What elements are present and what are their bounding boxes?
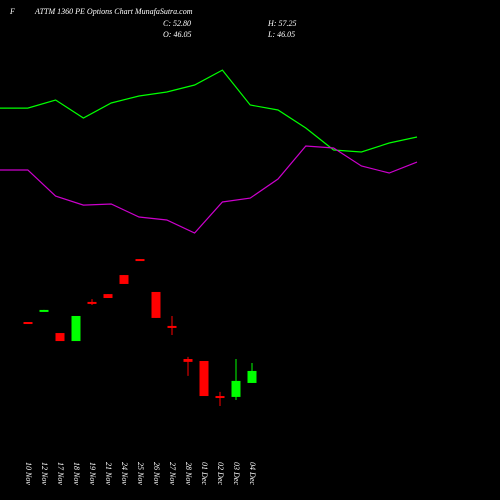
x-tick-label: 01 Dec — [200, 462, 209, 485]
candle-body — [23, 322, 33, 325]
candle-body — [39, 309, 49, 312]
symbol: F — [9, 7, 15, 16]
x-tick-label: 19 Nov — [88, 462, 97, 485]
candle-body — [103, 294, 113, 299]
info-open: O: 46.05 — [163, 30, 191, 39]
x-tick-label: 25 Nov — [136, 462, 145, 485]
candle-body — [231, 380, 241, 397]
x-tick-label: 28 Nov — [184, 462, 193, 485]
candle-body — [135, 259, 145, 262]
x-tick-label: 17 Nov — [56, 462, 65, 485]
candle-body — [167, 325, 177, 328]
info-high: H: 57.25 — [267, 19, 296, 28]
x-tick-label: 27 Nov — [168, 462, 177, 485]
candle-body — [55, 333, 65, 342]
x-tick-label: 18 Nov — [72, 462, 81, 485]
x-tick-label: 24 Nov — [120, 462, 129, 485]
x-tick-label: 03 Dec — [232, 462, 241, 485]
x-tick-label: 26 Nov — [152, 462, 161, 485]
candle-body — [199, 360, 209, 397]
x-tick-label: 12 Nov — [40, 462, 49, 485]
candle-body — [183, 359, 193, 362]
chart-title: ATTM 1360 PE Options Chart MunafaSutra.c… — [34, 7, 193, 16]
info-low: L: 46.05 — [267, 30, 295, 39]
x-tick-label: 10 Nov — [24, 462, 33, 485]
candle-body — [247, 370, 257, 383]
candle-body — [71, 315, 81, 342]
x-tick-label: 21 Nov — [104, 462, 113, 485]
indicator-line — [0, 145, 418, 234]
x-tick-label: 04 Dec — [248, 462, 257, 485]
candle-body — [87, 301, 97, 304]
candle-body — [215, 396, 225, 399]
x-tick-label: 02 Dec — [216, 462, 225, 485]
indicator-line — [0, 69, 418, 153]
info-close: C: 52.80 — [163, 19, 191, 28]
candle-body — [151, 291, 161, 318]
candle-body — [119, 275, 129, 284]
